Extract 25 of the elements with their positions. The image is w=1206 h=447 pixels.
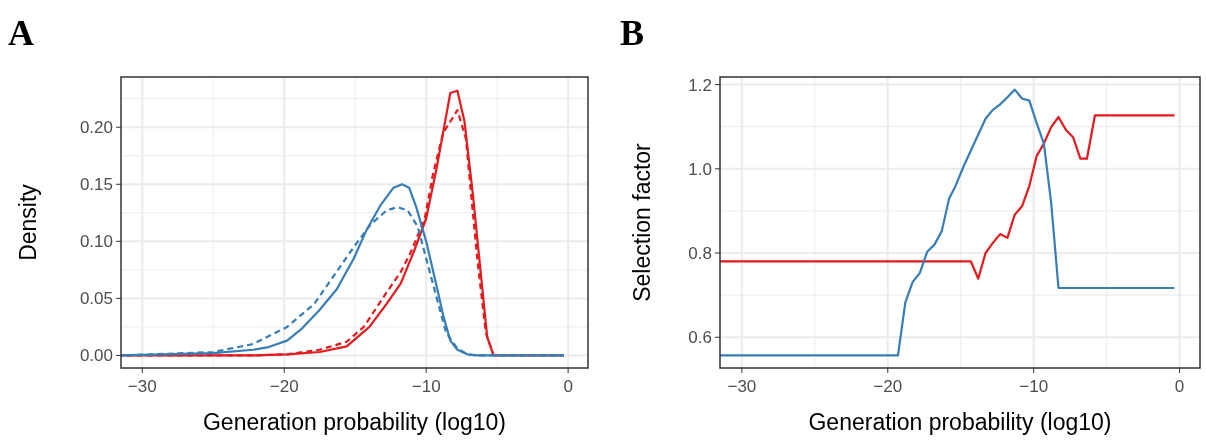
x-axis-title: Generation probability (log10) bbox=[808, 409, 1112, 435]
y-tick-label: 0.00 bbox=[79, 346, 113, 366]
y-tick-label: 1.2 bbox=[688, 75, 712, 95]
x-tick-label: −20 bbox=[269, 377, 299, 396]
chart-title: B bbox=[620, 13, 645, 53]
x-tick-label: −10 bbox=[1019, 377, 1049, 396]
y-axis-title: Selection factor bbox=[629, 142, 655, 302]
x-tick-label: −10 bbox=[411, 377, 441, 396]
y-tick-label: 0.20 bbox=[79, 118, 113, 138]
y-tick-label: 0.05 bbox=[79, 289, 113, 309]
line-series bbox=[718, 88, 1176, 357]
y-tick-label: 0.8 bbox=[688, 243, 712, 263]
y-tick-label: 1.0 bbox=[688, 159, 712, 179]
x-tick-label: 0 bbox=[1174, 377, 1185, 396]
line-series bbox=[718, 114, 1176, 280]
x-tick-label: −30 bbox=[127, 377, 157, 396]
x-tick-label: −20 bbox=[873, 377, 903, 396]
x-tick-label: 0 bbox=[563, 377, 573, 396]
x-tick-label: −30 bbox=[727, 377, 757, 396]
y-axis-title: Density bbox=[15, 183, 41, 261]
chart-title: A bbox=[8, 13, 34, 53]
x-axis-title: Generation probability (log10) bbox=[202, 409, 507, 435]
y-tick-label: 0.10 bbox=[79, 232, 113, 252]
y-tick-label: 0.15 bbox=[79, 175, 113, 195]
y-tick-label: 0.6 bbox=[688, 328, 712, 348]
